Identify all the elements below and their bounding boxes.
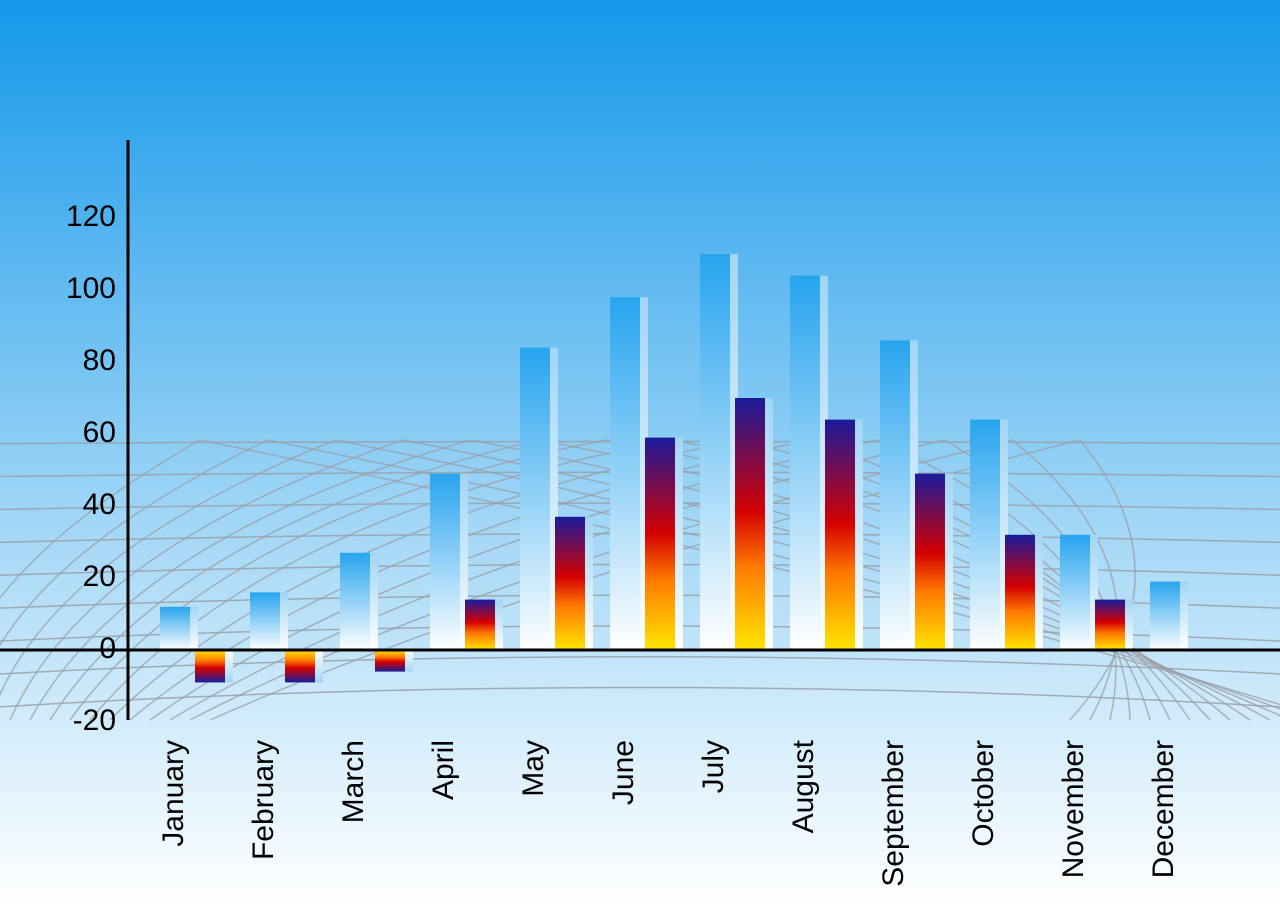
x-tick-label: September [877, 740, 910, 887]
y-tick-label: 100 [66, 272, 116, 305]
bar-series-b [645, 438, 675, 650]
y-tick-label: 40 [83, 488, 116, 521]
x-tick-label: July [697, 740, 730, 793]
x-tick-label: November [1057, 740, 1090, 878]
bar-series-a [970, 420, 1000, 650]
bar-series-b [1005, 535, 1035, 650]
bar-series-a [250, 592, 280, 650]
x-tick-label: March [337, 740, 370, 823]
x-tick-label: January [157, 740, 190, 847]
x-tick-label: April [427, 740, 460, 800]
bar-series-a [790, 276, 820, 650]
chart-container: -20 0 20 40 60 80 100 120 January February March A… [0, 0, 1280, 905]
bar-series-b [1095, 600, 1125, 650]
bar-series-a [520, 348, 550, 650]
bar-series-b [825, 420, 855, 650]
y-tick-label: 80 [83, 344, 116, 377]
y-tick-label: 0 [99, 632, 116, 665]
bar-series-b [465, 600, 495, 650]
bar-series-a [700, 254, 730, 650]
bar-series-a [340, 553, 370, 650]
bar-series-a [880, 340, 910, 650]
bar-series-a [430, 474, 460, 650]
bar-series-b [285, 650, 315, 682]
bar-series-a [610, 297, 640, 650]
y-tick-label: 20 [83, 560, 116, 593]
monthly-bar-chart: -20 0 20 40 60 80 100 120 January February March A… [0, 0, 1280, 905]
x-tick-label: December [1147, 740, 1180, 878]
x-tick-label: October [967, 740, 1000, 847]
x-tick-label: February [247, 740, 280, 860]
bar-series-b [915, 474, 945, 650]
bar-series-b [195, 650, 225, 682]
x-tick-label: May [517, 740, 550, 797]
bar-series-a [1060, 535, 1090, 650]
bar-series-a [1150, 582, 1180, 650]
bar-series-b [375, 650, 405, 672]
y-tick-label: 120 [66, 200, 116, 233]
x-tick-label: June [607, 740, 640, 805]
y-tick-label: -20 [73, 704, 116, 737]
bar-series-a [160, 607, 190, 650]
x-tick-label: August [787, 739, 820, 833]
bar-series-b [735, 398, 765, 650]
bar-series-b [555, 517, 585, 650]
y-tick-label: 60 [83, 416, 116, 449]
